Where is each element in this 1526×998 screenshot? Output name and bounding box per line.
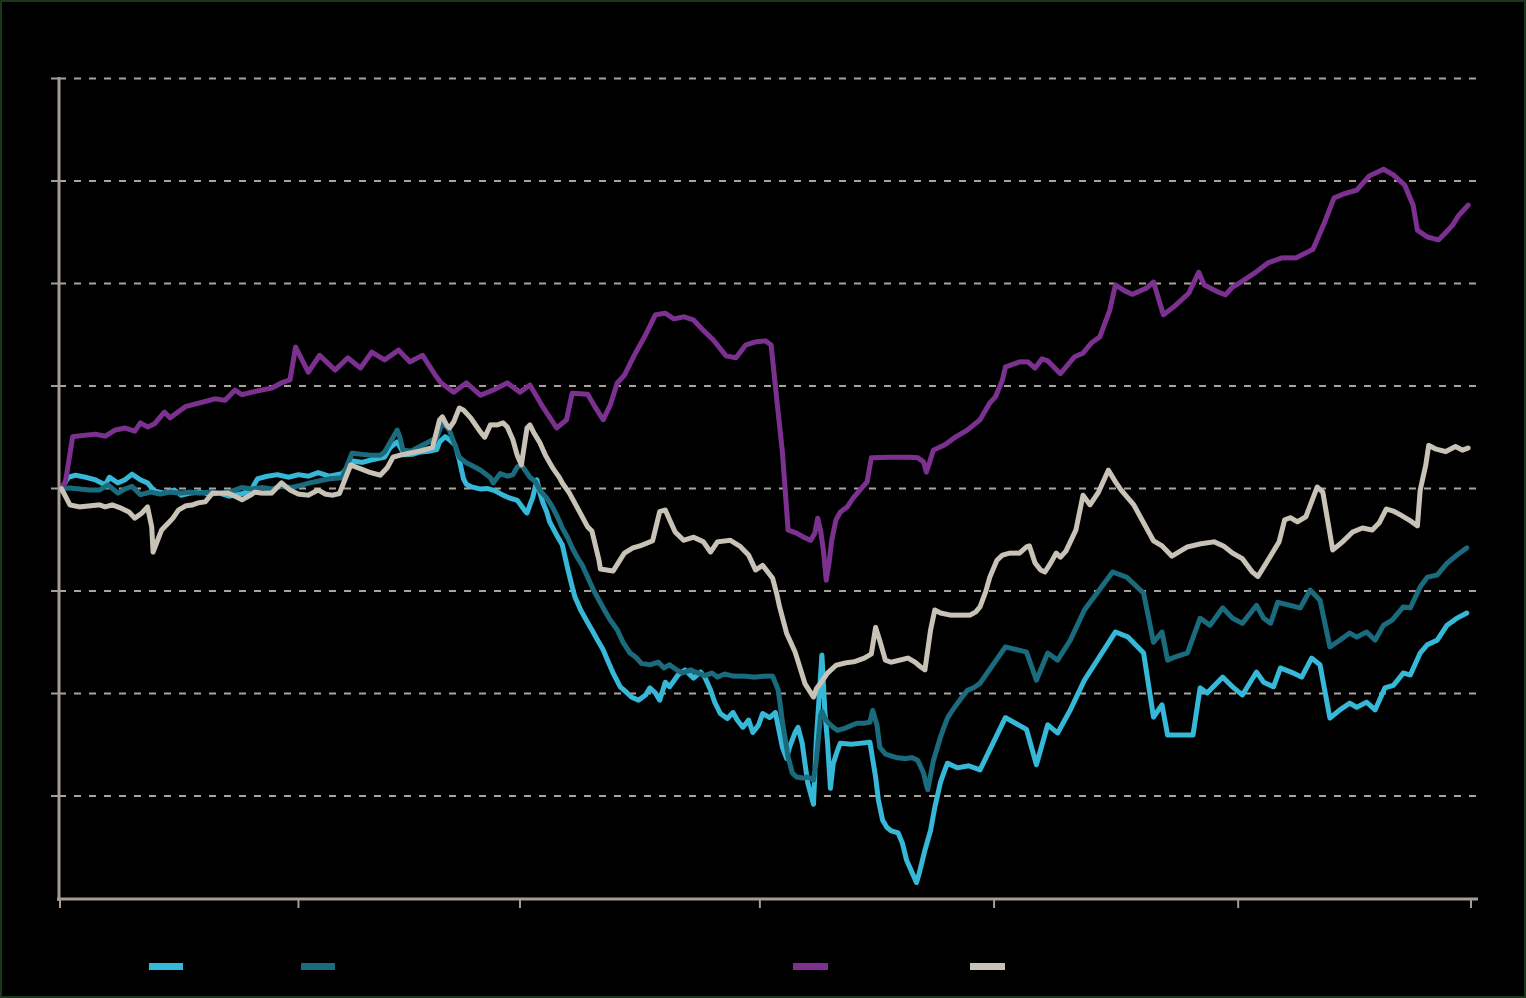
gridlines-group: [59, 77, 1478, 797]
legend-swatch-teal: [301, 963, 335, 970]
legend-group: [149, 963, 1005, 970]
legend-swatch-cyan: [149, 963, 183, 970]
legend-swatch-gray: [970, 963, 1005, 970]
gray-line: [58, 405, 1471, 700]
series-group: [58, 166, 1471, 886]
legend-swatch-purple: [793, 963, 828, 970]
purple-line: [58, 166, 1471, 583]
cyan-line: [58, 434, 1470, 886]
teal-line: [58, 420, 1470, 793]
